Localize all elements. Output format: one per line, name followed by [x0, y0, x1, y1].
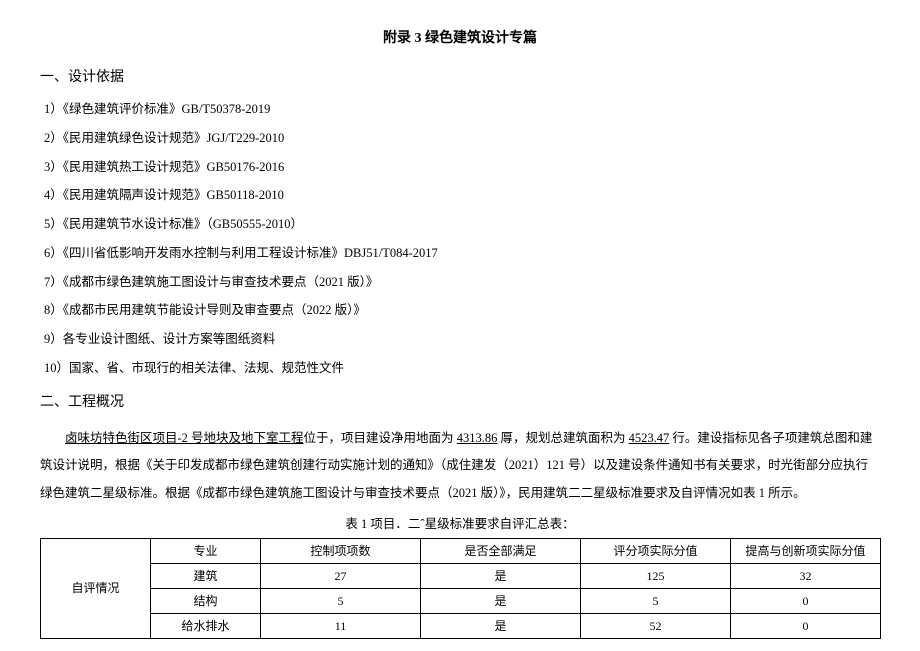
section-heading-1: 一、设计依据 — [40, 67, 880, 88]
gross-floor-area-underline: 4523.47 — [629, 431, 670, 445]
dep-item: 5）《民用建筑节水设计标准》（GB50555-2010） — [40, 215, 880, 234]
evaluation-summary-table: 自评情况 专业 控制项项数 是否全部满足 评分项实际分值 提高与创新项实际分值 … — [40, 538, 881, 639]
document-title: 附录 3 绿色建筑设计专篇 — [40, 28, 880, 49]
table-header-cell: 专业 — [151, 538, 261, 563]
table-header-cell: 提高与创新项实际分值 — [731, 538, 881, 563]
table-cell: 是 — [421, 563, 581, 588]
table-cell: 11 — [261, 613, 421, 638]
table-caption: 表 1 项目．二ˆ星级标准要求自评汇总表： — [40, 515, 880, 534]
table-cell: 0 — [731, 588, 881, 613]
para-text: 位于，项目建设净用地面为 — [304, 431, 457, 445]
table-cell: 是 — [421, 613, 581, 638]
table-cell: 32 — [731, 563, 881, 588]
table-cell: 建筑 — [151, 563, 261, 588]
section-heading-2: 二、工程概况 — [40, 392, 880, 413]
table-header-cell: 评分项实际分值 — [581, 538, 731, 563]
table-cell: 结构 — [151, 588, 261, 613]
dep-item: 4）《民用建筑隔声设计规范》GB50118-2010 — [40, 186, 880, 205]
table-cell: 是 — [421, 588, 581, 613]
table-header-cell: 是否全部满足 — [421, 538, 581, 563]
table-cell: 125 — [581, 563, 731, 588]
table-row: 给水排水 11 是 52 0 — [41, 613, 881, 638]
dep-item: 1）《绿色建筑评价标准》GB/T50378-2019 — [40, 100, 880, 119]
dep-item: 7）《成都市绿色建筑施工图设计与审查技术要点（2021 版）》 — [40, 273, 880, 292]
project-overview-paragraph: 卤味坊特色街区项目-2 号地块及地下室工程位于，项目建设净用地面为 4313.8… — [40, 425, 880, 508]
para-text: 㕌，规划总建筑面积为 — [497, 431, 628, 445]
table-cell: 5 — [261, 588, 421, 613]
dep-item: 8）《成都市民用建筑节能设计导则及审查要点（2022 版）》 — [40, 301, 880, 320]
table-row: 结构 5 是 5 0 — [41, 588, 881, 613]
project-name-underline: 卤味坊特色街区项目-2 号地块及地下室工程 — [65, 431, 304, 445]
table-header-cell: 控制项项数 — [261, 538, 421, 563]
table-cell: 给水排水 — [151, 613, 261, 638]
dep-item: 2）《民用建筑绿色设计规范》JGJ/T229-2010 — [40, 129, 880, 148]
dep-item: 10）国家、省、市现行的相关法律、法规、规范性文件 — [40, 359, 880, 378]
rowgroup-label: 自评情况 — [41, 538, 151, 638]
table-row: 建筑 27 是 125 32 — [41, 563, 881, 588]
dep-item: 9）各专业设计图纸、设计方案等图纸资料 — [40, 330, 880, 349]
net-land-area-underline: 4313.86 — [457, 431, 498, 445]
table-cell: 52 — [581, 613, 731, 638]
table-cell: 27 — [261, 563, 421, 588]
dep-item: 6）《四川省低影响开发雨水控制与利用工程设计标准》DBJ51/T084-2017 — [40, 244, 880, 263]
table-header-row: 自评情况 专业 控制项项数 是否全部满足 评分项实际分值 提高与创新项实际分值 — [41, 538, 881, 563]
table-cell: 5 — [581, 588, 731, 613]
dep-item: 3）《民用建筑热工设计规范》GB50176-2016 — [40, 158, 880, 177]
table-cell: 0 — [731, 613, 881, 638]
